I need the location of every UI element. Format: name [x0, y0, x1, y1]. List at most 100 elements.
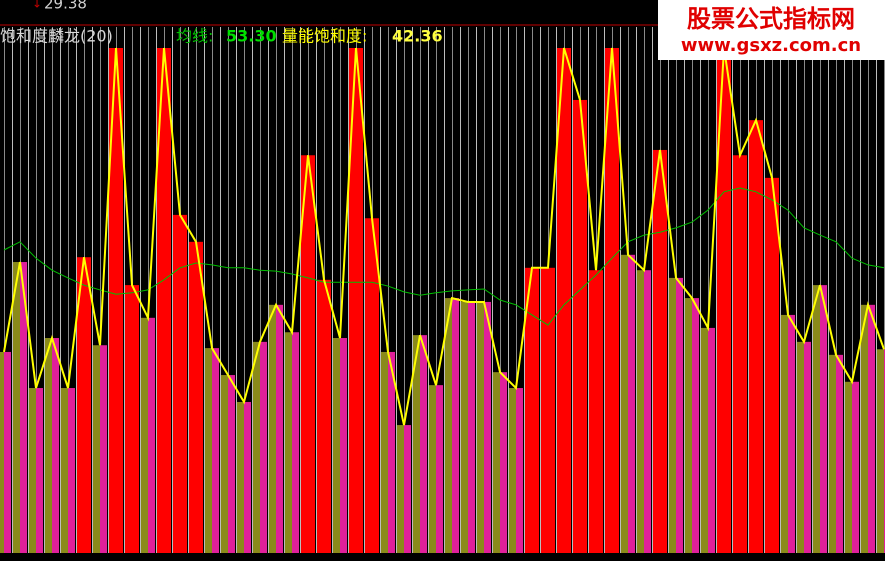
bar-stripe	[100, 345, 107, 553]
bar	[573, 99, 587, 553]
bar-stripe	[381, 351, 388, 553]
bar	[669, 277, 683, 553]
top-value: 29.38	[44, 0, 87, 13]
bar-stripe	[93, 345, 100, 553]
bar-stripe	[333, 338, 340, 553]
bar-stripe	[4, 351, 11, 553]
bar	[605, 48, 619, 553]
bar	[829, 354, 843, 553]
bar	[477, 301, 491, 553]
bar	[413, 335, 427, 553]
bar-stripe	[685, 298, 692, 553]
bar	[541, 267, 555, 553]
ma-legend-value: 53.30	[226, 27, 277, 46]
bar-stripe	[404, 425, 411, 553]
bar-stripe	[29, 388, 36, 553]
bar-stripe	[388, 351, 395, 553]
bar-stripe	[836, 354, 843, 553]
bar-stripe	[468, 301, 475, 553]
bar	[685, 298, 699, 553]
bar-stripe	[868, 304, 875, 553]
bar	[29, 388, 43, 553]
ma-legend-label: 均线:	[176, 27, 213, 46]
bar-stripe	[804, 341, 811, 553]
bar-stripe	[452, 298, 459, 553]
bar	[717, 48, 731, 553]
sat-legend-label: 量能饱和度:	[282, 27, 367, 46]
bar	[0, 351, 11, 553]
bar	[733, 155, 747, 553]
bar	[109, 48, 123, 553]
bar-stripe	[413, 335, 420, 553]
bar	[861, 304, 875, 553]
bar-stripe	[781, 314, 788, 553]
bar-stripe	[708, 327, 715, 553]
watermark-title: 股票公式指标网	[687, 5, 855, 33]
bar-stripe	[813, 285, 820, 553]
bar	[157, 48, 171, 553]
bar-stripe	[429, 385, 436, 553]
bar	[77, 257, 91, 553]
bar-stripe	[260, 341, 267, 553]
bar	[93, 345, 107, 553]
bar	[173, 214, 187, 553]
bar	[349, 48, 363, 553]
bar-stripe	[340, 338, 347, 553]
bar	[445, 298, 459, 553]
bar	[221, 375, 235, 553]
bar-stripe	[292, 332, 299, 553]
bar	[285, 332, 299, 553]
bar-stripe	[509, 388, 516, 553]
bar-stripe	[852, 381, 859, 553]
bar-stripe	[621, 254, 628, 554]
bar-stripe	[221, 375, 228, 553]
bar-stripe	[461, 301, 468, 553]
sat-legend-value: 42.36	[392, 27, 443, 46]
bar	[237, 401, 251, 553]
bar-stripe	[212, 348, 219, 553]
bar-stripe	[244, 401, 251, 553]
bar-stripe	[676, 277, 683, 553]
bar	[301, 155, 315, 553]
bar-stripe	[397, 425, 404, 553]
bar	[381, 351, 395, 553]
watermark-url: www.gsxz.com.cn	[681, 35, 861, 56]
bar-stripe	[45, 338, 52, 553]
bar-stripe	[516, 388, 523, 553]
bar-stripe	[845, 381, 852, 553]
saturation-line	[3, 47, 885, 426]
bar-stripe	[148, 317, 155, 553]
bar-stripe	[692, 298, 699, 553]
bar	[429, 385, 443, 553]
bar-stripe	[228, 375, 235, 553]
indicator-title: 饱和度麟龙(20)	[0, 27, 113, 46]
bar	[621, 254, 635, 554]
bar-stripe	[484, 301, 491, 553]
bar-stripe	[68, 388, 75, 553]
bar	[13, 262, 27, 553]
bar	[653, 149, 667, 553]
bar	[797, 341, 811, 553]
bar-stripe	[644, 270, 651, 553]
bar-stripe	[141, 317, 148, 553]
bar	[781, 314, 795, 553]
bar	[765, 177, 779, 553]
bar	[749, 120, 763, 554]
bar	[269, 304, 283, 553]
bar-stripe	[36, 388, 43, 553]
bar-stripe	[436, 385, 443, 553]
bar-stripe	[797, 341, 804, 553]
bar	[877, 349, 885, 553]
bar	[493, 372, 507, 553]
bar	[189, 241, 203, 554]
bar-stripe	[637, 270, 644, 553]
bar-stripe	[861, 304, 868, 553]
bar-stripe	[269, 304, 276, 553]
bar	[317, 279, 331, 553]
bar-stripe	[237, 401, 244, 553]
arrow: ↓	[32, 0, 42, 11]
bar-stripe	[253, 341, 260, 553]
bar	[205, 348, 219, 553]
bar-stripe	[477, 301, 484, 553]
